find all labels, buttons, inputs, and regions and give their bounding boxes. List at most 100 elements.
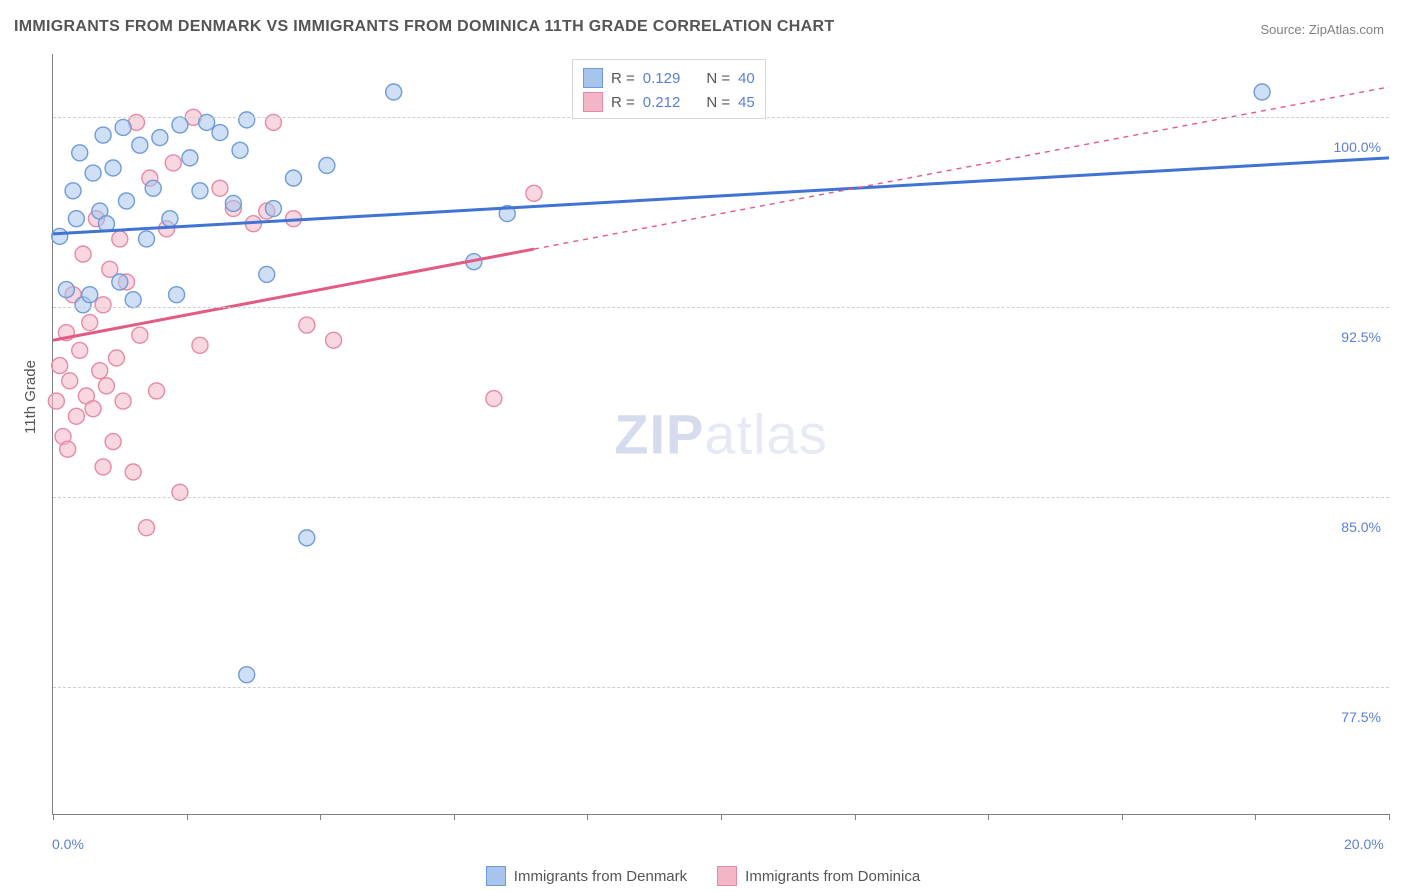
data-point [225,195,241,211]
legend-top-row: R = 0.129 N = 40 [583,66,755,90]
legend-swatch [583,92,603,112]
data-point [259,266,275,282]
data-point [125,464,141,480]
data-point [68,408,84,424]
data-point [68,211,84,227]
data-point [95,459,111,475]
data-point [212,125,228,141]
data-point [182,150,198,166]
data-point [172,117,188,133]
data-point [299,317,315,333]
data-point [125,292,141,308]
chart-container: IMMIGRANTS FROM DENMARK VS IMMIGRANTS FR… [0,0,1406,892]
chart-title: IMMIGRANTS FROM DENMARK VS IMMIGRANTS FR… [14,18,834,36]
data-point [115,393,131,409]
gridline [53,687,1389,688]
y-tick-label: 100.0% [1334,139,1381,155]
data-point [105,434,121,450]
data-point [112,231,128,247]
data-point [526,185,542,201]
y-tick-label: 92.5% [1341,329,1381,345]
data-point [98,378,114,394]
plot-area: ZIPatlas 77.5%85.0%92.5%100.0% [52,54,1389,815]
data-point [192,337,208,353]
x-tick [587,814,588,820]
legend-r-label: R = [611,94,635,111]
x-tick [721,814,722,820]
data-point [112,274,128,290]
x-tick [988,814,989,820]
data-point [115,119,131,135]
data-point [1254,84,1270,100]
legend-n-label: N = [706,94,730,111]
data-point [95,297,111,313]
data-point [52,228,68,244]
data-point [82,315,98,331]
data-point [232,142,248,158]
trend-line [53,158,1389,234]
legend-r-value: 0.129 [643,70,681,87]
data-point [239,112,255,128]
data-point [82,287,98,303]
source-prefix: Source: [1260,22,1308,37]
x-tick [454,814,455,820]
data-point [85,401,101,417]
legend-bottom: Immigrants from Denmark Immigrants from D… [0,866,1406,886]
x-tick [1255,814,1256,820]
data-point [108,350,124,366]
data-point [75,246,91,262]
data-point [65,183,81,199]
x-tick [320,814,321,820]
trend-line-solid [53,249,534,340]
source-name: ZipAtlas.com [1309,22,1384,37]
legend-top-row: R = 0.212N = 45 [583,90,755,114]
legend-r-label: R = [611,70,635,87]
data-point [486,391,502,407]
x-tick [53,814,54,820]
legend-bottom-item: Immigrants from Dominica [717,866,920,886]
data-point [72,342,88,358]
data-point [95,127,111,143]
data-point [52,358,68,374]
data-point [265,201,281,217]
data-point [162,211,178,227]
data-point [152,130,168,146]
data-point [132,137,148,153]
data-point [105,160,121,176]
data-point [169,287,185,303]
legend-swatch [583,68,603,88]
data-point [139,231,155,247]
plot-svg [53,54,1389,814]
data-point [165,155,181,171]
y-axis-title: 11th Grade [22,360,39,434]
data-point [386,84,402,100]
x-tick [855,814,856,820]
data-point [239,667,255,683]
x-right-label: 20.0% [1344,836,1384,852]
legend-n-label: N = [706,70,730,87]
data-point [326,332,342,348]
data-point [58,282,74,298]
data-point [48,393,64,409]
data-point [319,157,335,173]
legend-swatch [717,866,737,886]
gridline [53,497,1389,498]
legend-bottom-item: Immigrants from Denmark [486,866,687,886]
y-tick-label: 77.5% [1341,709,1381,725]
y-tick-label: 85.0% [1341,519,1381,535]
data-point [212,180,228,196]
data-point [72,145,88,161]
gridline [53,307,1389,308]
data-point [92,363,108,379]
data-point [60,441,76,457]
x-tick [1389,814,1390,820]
legend-top-box: R = 0.129 N = 40 R = 0.212N = 45 [572,59,766,119]
legend-n-value: 40 [738,70,755,87]
data-point [192,183,208,199]
x-left-label: 0.0% [52,836,84,852]
data-point [149,383,165,399]
data-point [118,193,134,209]
legend-swatch [486,866,506,886]
legend-bottom-label: Immigrants from Denmark [514,868,687,885]
data-point [139,520,155,536]
